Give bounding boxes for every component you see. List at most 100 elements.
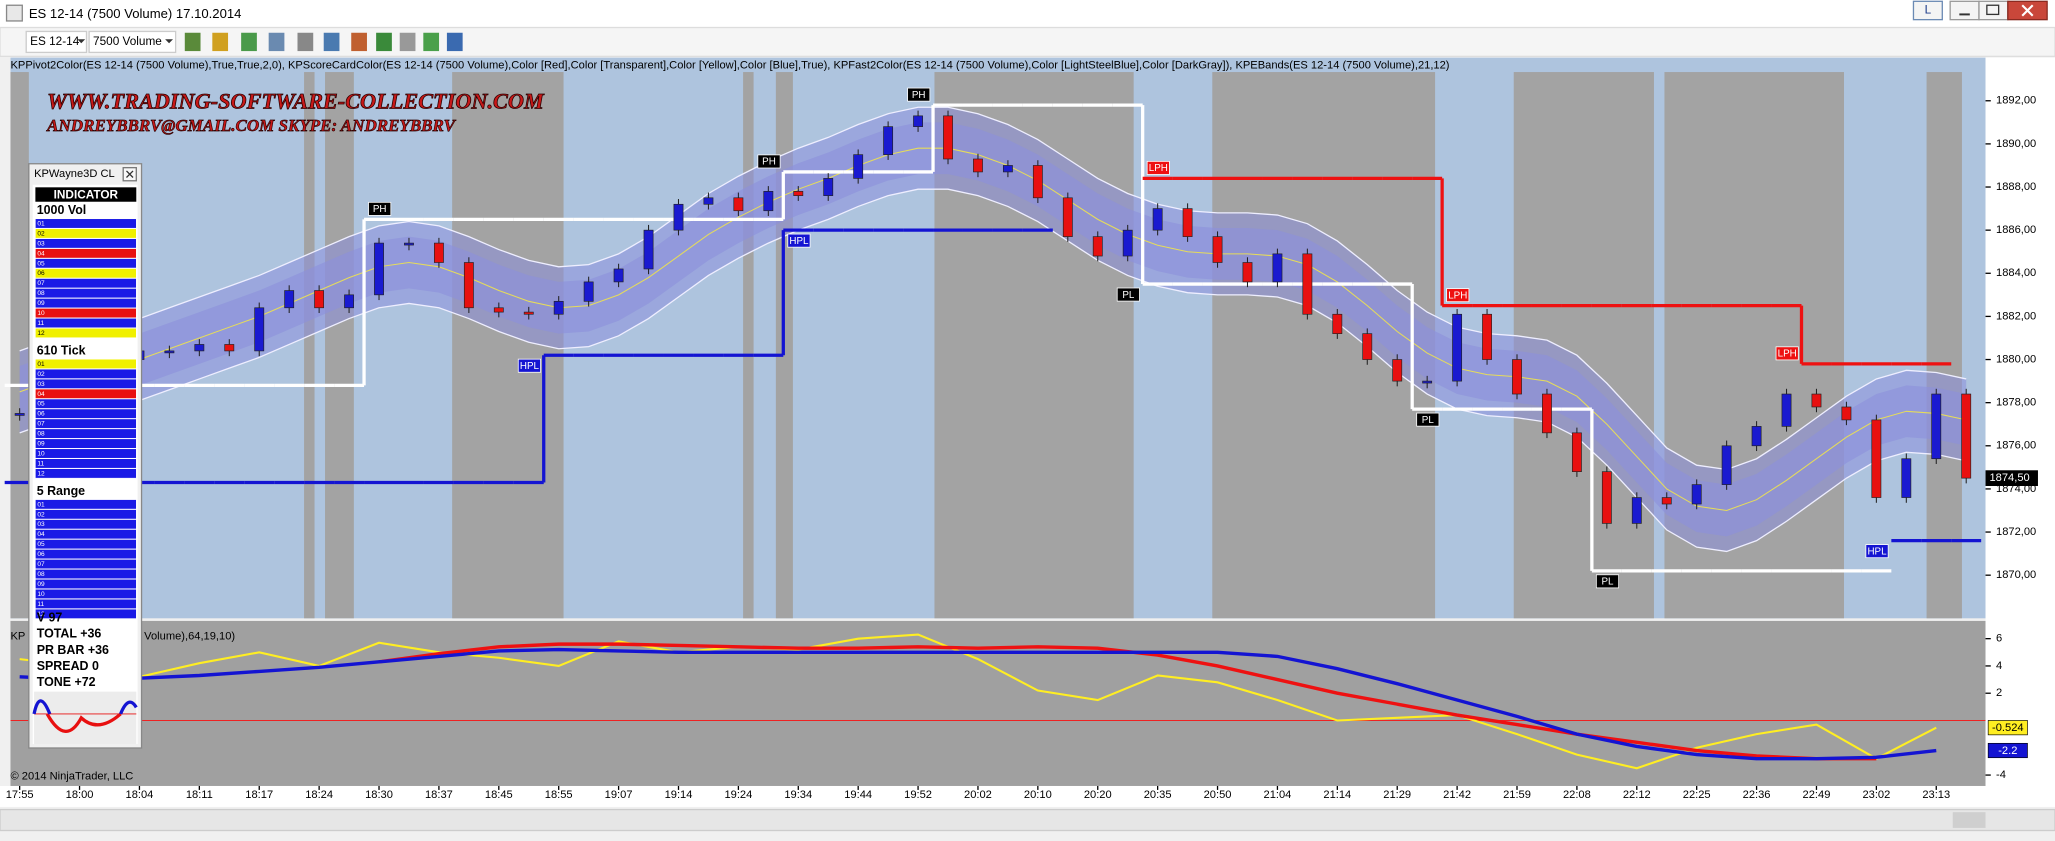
pivot-marker: [1865, 544, 1889, 559]
score-window: KPWayne3D CL INDICATOR 1000 Vol 01 02 03 04 0…: [28, 163, 143, 749]
score-row: [35, 438, 137, 449]
score-row-label: 07: [37, 421, 45, 428]
dropdown-arrow: [77, 39, 86, 44]
y-tick-label: 1888,00: [1996, 181, 2036, 193]
score-row: [35, 468, 137, 479]
indicator-button[interactable]: [241, 32, 257, 52]
score-row-label: 01: [37, 501, 45, 508]
zoom-button[interactable]: [323, 32, 340, 52]
score-row-label: 05: [37, 260, 45, 267]
template-button[interactable]: [446, 32, 463, 52]
x-tick-label: 20:50: [1204, 789, 1232, 801]
candle: [913, 115, 923, 127]
score-row: [35, 358, 137, 369]
score-row-label: 06: [37, 411, 45, 418]
score-row-label: 03: [37, 521, 45, 528]
interval[interactable]: 7500 Volume: [93, 35, 162, 48]
score-row-label: 04: [37, 531, 45, 538]
y-tick-label: 1890,00: [1996, 138, 2036, 150]
score-row: [35, 328, 137, 338]
score-row-label: 11: [37, 320, 44, 327]
score-row-label: 10: [37, 310, 45, 317]
mini-chart-blue: [32, 699, 138, 715]
pivot-marker-label: LPH: [1448, 290, 1467, 301]
candle: [1482, 313, 1492, 360]
pivot-marker-label: LPH: [1149, 163, 1168, 174]
stat: TOTAL +36: [37, 627, 102, 641]
score-row: [35, 559, 137, 570]
pivot-marker: [1595, 574, 1620, 589]
x-tick-label: 18:30: [365, 789, 393, 801]
instrument-select[interactable]: [25, 30, 88, 54]
close-icon: [126, 170, 134, 178]
x-tick-label: 22:49: [1803, 789, 1831, 801]
pivot-marker-label: PL: [1601, 577, 1614, 588]
score-window-title: KPWayne3D CL: [34, 168, 115, 180]
interval-select[interactable]: [88, 30, 177, 54]
time-axis: [0, 785, 2055, 807]
score-row-label: 10: [37, 451, 45, 458]
x-tick-label: 18:17: [245, 789, 273, 801]
section-title: 1000 Vol: [37, 203, 87, 217]
candle: [344, 294, 354, 309]
score-row-label: 02: [37, 230, 45, 237]
pivot-marker-label: HPL: [520, 361, 540, 372]
y-tick-label: 1892,00: [1996, 95, 2036, 107]
score-row: [35, 228, 137, 239]
maximize-button[interactable]: [1978, 0, 2009, 21]
candle: [1931, 393, 1942, 460]
candle: [1032, 165, 1043, 199]
candle: [1092, 236, 1103, 257]
score-row-label: 11: [37, 601, 44, 608]
scrollbar[interactable]: [0, 808, 2055, 832]
watermark-contact: ANDREYBBRV@GMAIL.COM SKYPE: ANDREYBBRV: [46, 116, 456, 135]
strategy-button[interactable]: [268, 32, 285, 52]
score-row: [35, 598, 137, 609]
candle: [613, 268, 624, 283]
link-button-label[interactable]: L: [1925, 4, 1932, 17]
y-tick-label: 4: [1996, 660, 2002, 672]
score-row-label: 08: [37, 431, 45, 438]
band-upper-edge: [19, 106, 1967, 471]
minimize-button[interactable]: [1949, 0, 1980, 21]
candle: [673, 203, 684, 231]
candle: [1512, 359, 1522, 395]
score-row: [35, 298, 137, 309]
candle: [1542, 393, 1552, 434]
header: INDICATOR: [54, 188, 119, 201]
x-tick-label: 18:24: [305, 789, 333, 801]
score-row-label: 05: [37, 541, 45, 548]
copyright: © 2014 NinjaTrader, LLC: [10, 771, 133, 783]
score-row: [35, 428, 137, 439]
bar-type-button[interactable]: [184, 32, 201, 52]
y-tick-label: 1878,00: [1996, 397, 2036, 409]
cursor-button[interactable]: [297, 32, 314, 52]
properties-button[interactable]: [351, 32, 367, 52]
export-button[interactable]: [423, 32, 440, 52]
candle: [1362, 333, 1373, 360]
candle: [1601, 471, 1612, 524]
score-row-label: 02: [37, 511, 45, 518]
candle: [1571, 432, 1582, 472]
candle: [14, 413, 25, 416]
scroll-thumb[interactable]: [1952, 812, 1986, 828]
score-row-label: 09: [37, 581, 45, 588]
indicator-line: [19, 647, 1937, 761]
draw-button[interactable]: [212, 32, 229, 52]
y-tick-label: 1882,00: [1996, 310, 2036, 322]
instrument[interactable]: ES 12-14: [30, 35, 80, 48]
x-tick-label: 18:55: [545, 789, 573, 801]
band-mid: [19, 147, 1967, 512]
grid-button[interactable]: [399, 32, 416, 52]
candle: [853, 154, 864, 179]
score-row: [35, 258, 137, 269]
candle: [1272, 253, 1283, 283]
link-button[interactable]: [1912, 0, 1943, 21]
pivot-marker: [907, 87, 931, 102]
window-title: ES 12-14 (7500 Volume) 17.10.2014: [29, 6, 242, 21]
score-row: [35, 549, 137, 560]
candle: [1302, 253, 1313, 315]
candle: [553, 300, 564, 315]
data-box-button[interactable]: [376, 32, 392, 52]
